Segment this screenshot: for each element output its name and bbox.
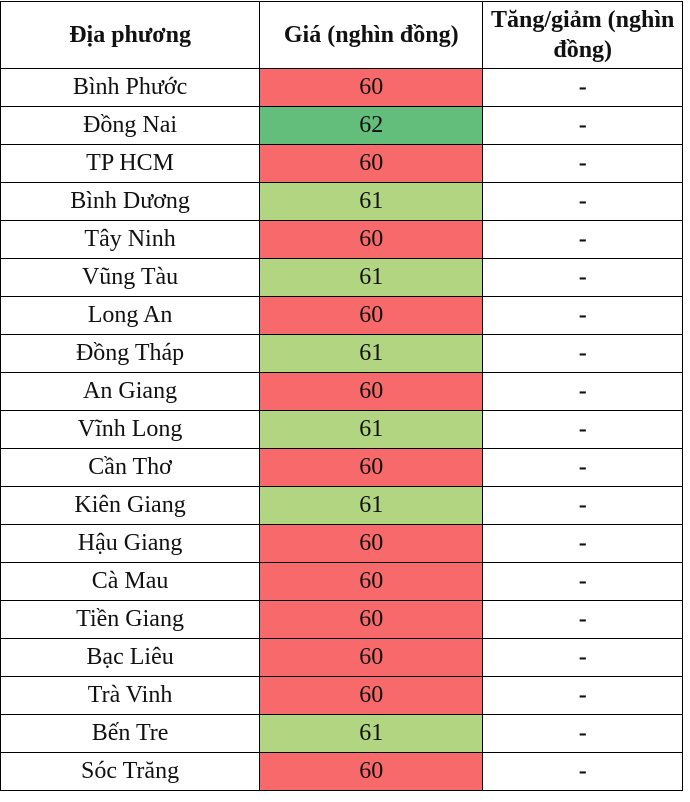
change-cell: - [482, 714, 683, 753]
change-cell: - [482, 676, 683, 715]
change-cell: - [482, 372, 683, 411]
table-row: Bình Dương 61- [0, 182, 683, 221]
place-cell: TP HCM [0, 144, 261, 183]
change-cell: - [482, 410, 683, 449]
table-row: Kiên Giang 61- [0, 486, 683, 525]
change-cell: - [482, 106, 683, 145]
table-row: TP HCM 60- [0, 144, 683, 183]
table-row: Long An 60- [0, 296, 683, 335]
table-row: Tiền Giang 60- [0, 600, 683, 639]
header-change: Tăng/giảm (nghìn đồng) [482, 1, 683, 69]
price-cell: 60 [259, 638, 484, 677]
place-cell: Bình Phước [0, 68, 261, 107]
place-cell: Đồng Tháp [0, 334, 261, 373]
header-price: Giá (nghìn đồng) [259, 1, 484, 69]
change-cell: - [482, 334, 683, 373]
price-cell: 60 [259, 68, 484, 107]
table-row: Sóc Trăng 60- [0, 752, 683, 791]
price-cell: 61 [259, 714, 484, 753]
place-cell: Đồng Nai [0, 106, 261, 145]
change-cell: - [482, 524, 683, 563]
place-cell: Trà Vinh [0, 676, 261, 715]
price-cell: 60 [259, 296, 484, 335]
place-cell: Bình Dương [0, 182, 261, 221]
place-cell: Vĩnh Long [0, 410, 261, 449]
change-cell: - [482, 448, 683, 487]
place-cell: Cần Thơ [0, 448, 261, 487]
place-cell: An Giang [0, 372, 261, 411]
table-row: Vĩnh Long 61- [0, 410, 683, 449]
table-row: Bình Phước 60- [0, 68, 683, 107]
price-cell: 61 [259, 182, 484, 221]
place-cell: Long An [0, 296, 261, 335]
price-cell: 60 [259, 562, 484, 601]
table-row: Đồng Nai 62- [0, 106, 683, 145]
change-cell: - [482, 752, 683, 791]
table-row: Hậu Giang 60- [0, 524, 683, 563]
price-cell: 60 [259, 752, 484, 791]
change-cell: - [482, 638, 683, 677]
table-row: An Giang 60- [0, 372, 683, 411]
price-cell: 60 [259, 372, 484, 411]
place-cell: Bến Tre [0, 714, 261, 753]
change-cell: - [482, 258, 683, 297]
table-row: Tây Ninh 60- [0, 220, 683, 259]
price-cell: 61 [259, 410, 484, 449]
table-row: Cần Thơ 60- [0, 448, 683, 487]
price-table: Địa phương Giá (nghìn đồng) Tăng/giảm (n… [0, 1, 683, 791]
price-cell: 60 [259, 144, 484, 183]
change-cell: - [482, 220, 683, 259]
price-cell: 60 [259, 676, 484, 715]
place-cell: Hậu Giang [0, 524, 261, 563]
table-row: Trà Vinh 60- [0, 676, 683, 715]
price-cell: 62 [259, 106, 484, 145]
change-cell: - [482, 182, 683, 221]
place-cell: Kiên Giang [0, 486, 261, 525]
change-cell: - [482, 68, 683, 107]
price-cell: 60 [259, 220, 484, 259]
price-cell: 61 [259, 486, 484, 525]
header-place: Địa phương [0, 1, 261, 69]
table-row: Cà Mau 60- [0, 562, 683, 601]
header-row: Địa phương Giá (nghìn đồng) Tăng/giảm (n… [0, 1, 683, 69]
price-cell: 60 [259, 448, 484, 487]
place-cell: Sóc Trăng [0, 752, 261, 791]
change-cell: - [482, 562, 683, 601]
price-cell: 61 [259, 258, 484, 297]
place-cell: Tiền Giang [0, 600, 261, 639]
change-cell: - [482, 486, 683, 525]
place-cell: Tây Ninh [0, 220, 261, 259]
table-row: Vũng Tàu 61- [0, 258, 683, 297]
table-row: Đồng Tháp 61- [0, 334, 683, 373]
change-cell: - [482, 600, 683, 639]
table-row: Bạc Liêu 60- [0, 638, 683, 677]
price-cell: 60 [259, 600, 484, 639]
place-cell: Vũng Tàu [0, 258, 261, 297]
price-cell: 60 [259, 524, 484, 563]
place-cell: Cà Mau [0, 562, 261, 601]
price-cell: 61 [259, 334, 484, 373]
change-cell: - [482, 296, 683, 335]
change-cell: - [482, 144, 683, 183]
place-cell: Bạc Liêu [0, 638, 261, 677]
table-row: Bến Tre 61- [0, 714, 683, 753]
